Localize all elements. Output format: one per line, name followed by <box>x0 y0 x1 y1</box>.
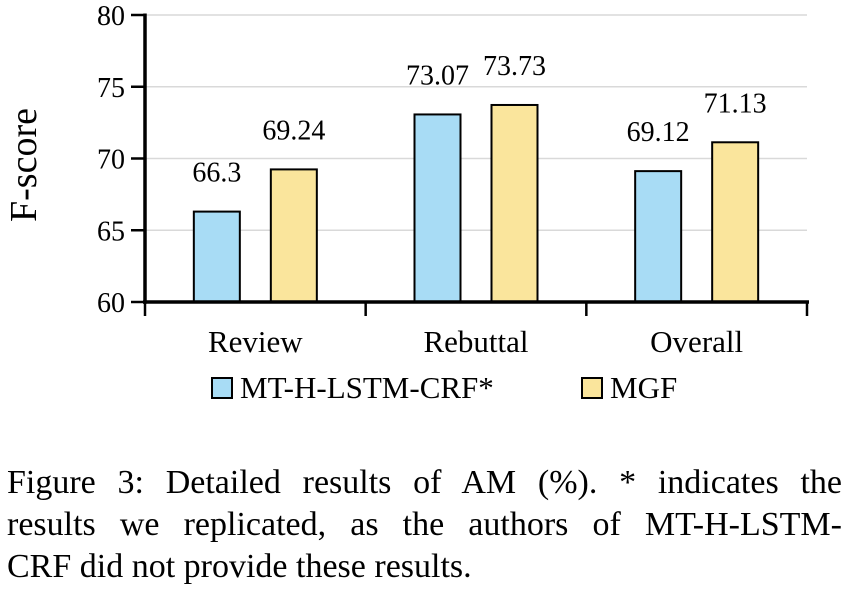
chart-legend: MT-H-LSTM-CRF* MGF <box>0 372 848 404</box>
caption-line: results we replicated, as the authors of… <box>7 506 842 543</box>
bar-value-label-mgf-rebuttal: 73.73 <box>483 51 546 82</box>
bar-mgf-overall <box>711 141 760 303</box>
figure-caption: Figure 3: Detailed results of AM (%). * … <box>7 462 842 588</box>
bar-mt-h-lstm-crf-review <box>192 210 241 303</box>
legend-item-mgf: MGF <box>581 372 677 404</box>
bar-value-label-mgf-review: 69.24 <box>262 115 325 146</box>
y-axis-title: F-score <box>3 108 45 222</box>
bar-value-label-mgf-overall: 71.13 <box>704 88 767 119</box>
y-tick-label-60: 60 <box>97 288 125 319</box>
y-tick-label-80: 80 <box>97 1 125 32</box>
x-category-label-rebuttal: Rebuttal <box>423 324 528 359</box>
legend-swatch-blue-icon <box>211 377 233 399</box>
bar-mgf-rebuttal <box>490 103 539 303</box>
legend-label: MT-H-LSTM-CRF* <box>240 370 494 405</box>
bar-mt-h-lstm-crf-overall <box>634 170 683 303</box>
bar-mt-h-lstm-crf-rebuttal <box>413 113 462 304</box>
bar-chart: 66.3 73.07 69.12 69.24 73.73 71.13 60 65 70 75 80 R… <box>3 1 809 359</box>
bar-value-label-mt-h-lstm-crf-overall: 69.12 <box>627 117 690 148</box>
legend-swatch-yellow-icon <box>581 377 603 399</box>
caption-line: Figure 3: Detailed results of AM (%). * … <box>7 464 842 501</box>
bar-value-label-mt-h-lstm-crf-rebuttal: 73.07 <box>406 60 469 91</box>
x-category-label-overall: Overall <box>650 324 743 359</box>
y-tick-label-65: 65 <box>97 216 125 247</box>
x-category-label-review: Review <box>208 324 303 359</box>
bar-mgf-review <box>269 168 318 303</box>
y-tick-label-70: 70 <box>97 145 125 176</box>
legend-label: MGF <box>610 370 678 405</box>
bar-value-label-mt-h-lstm-crf-review: 66.3 <box>192 158 241 189</box>
caption-line: CRF did not provide these results. <box>7 548 472 585</box>
legend-item-mt-h-lstm-crf: MT-H-LSTM-CRF* <box>211 372 494 404</box>
y-tick-label-75: 75 <box>97 73 125 104</box>
